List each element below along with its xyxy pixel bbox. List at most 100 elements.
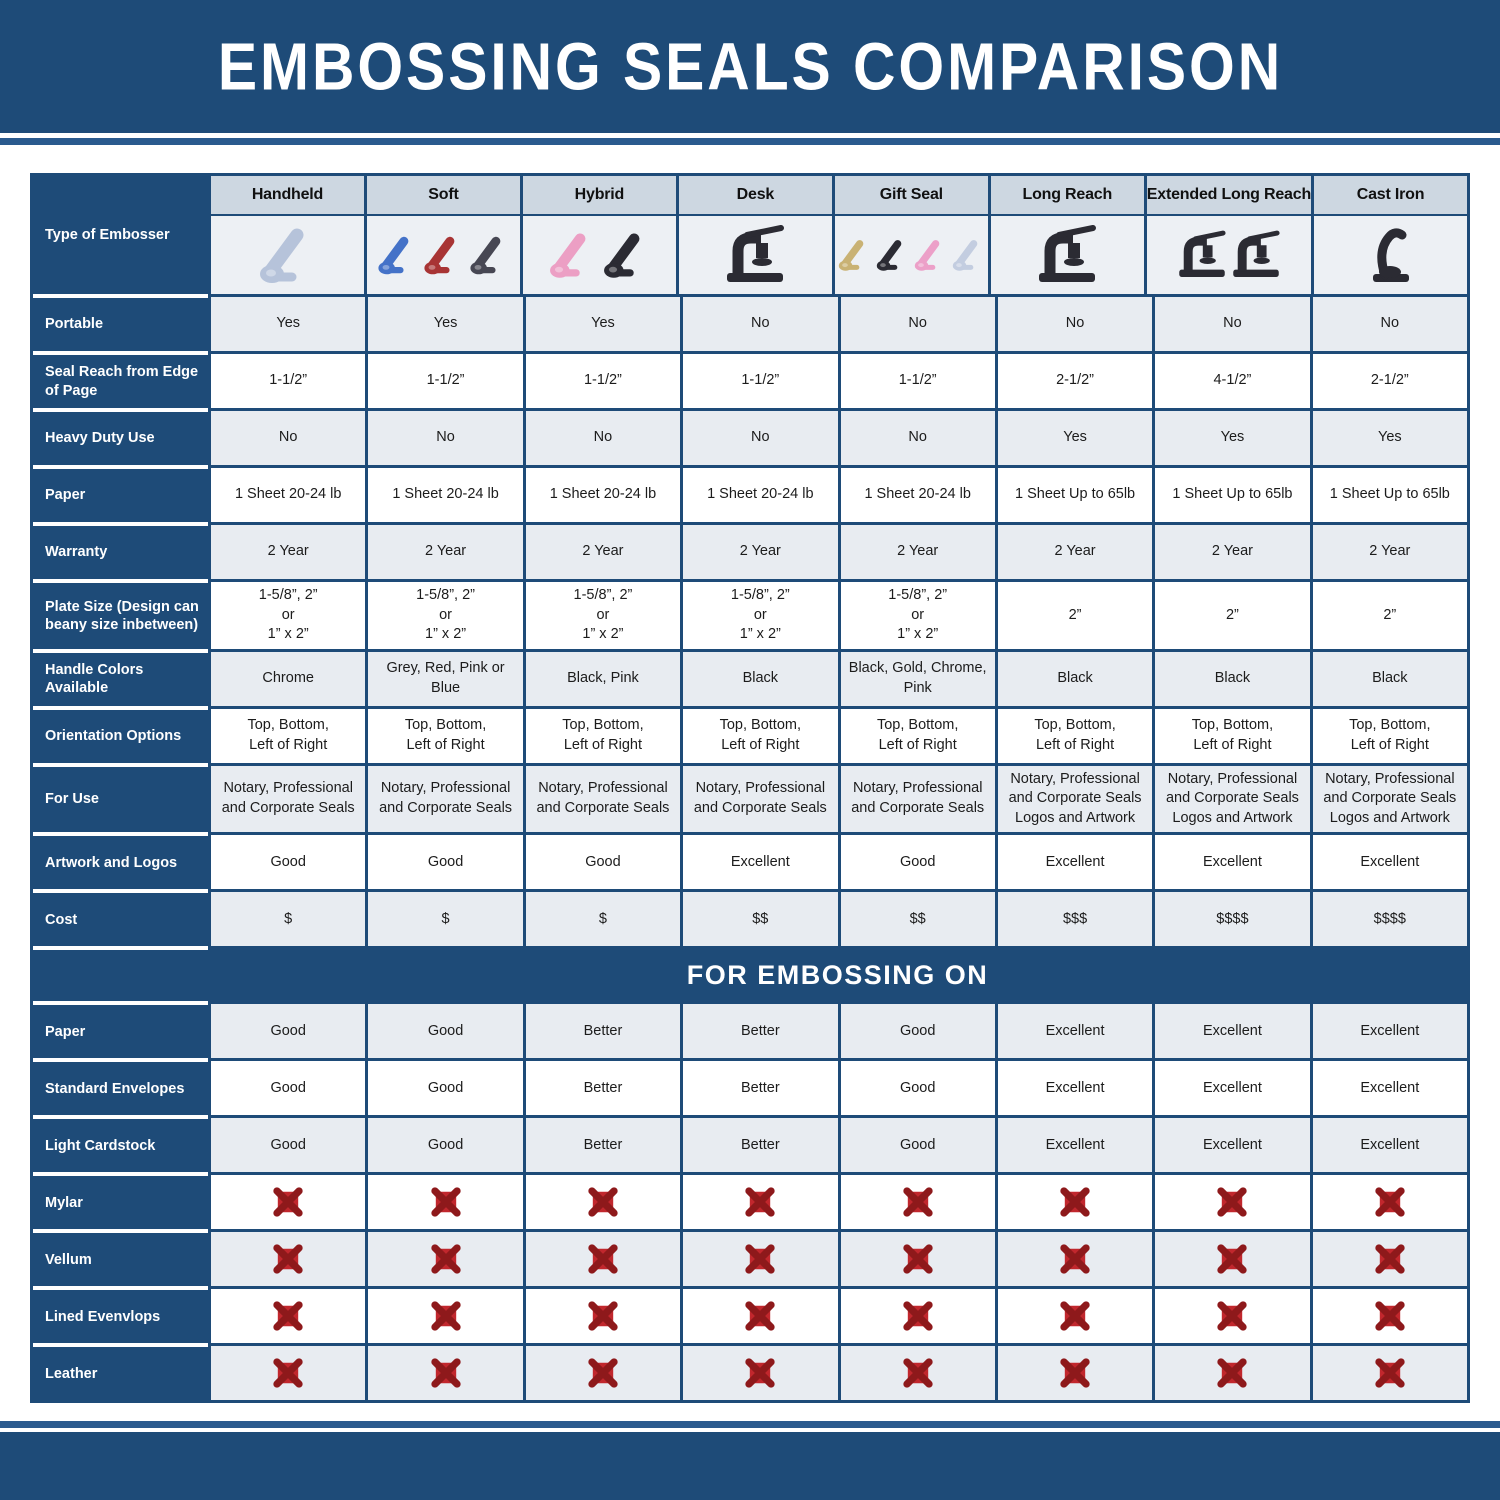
value-cell: No <box>837 294 995 351</box>
value-cell: Notary, Professional and Corporate Seals <box>365 762 523 833</box>
value-cell: Good <box>208 1001 366 1059</box>
value-cell: Top, Bottom, Left of Right <box>680 705 838 763</box>
clamp-embosser-image <box>874 237 910 273</box>
value-cell <box>994 1286 1153 1344</box>
row-label: Heavy Duty Use <box>33 408 208 465</box>
table-row: Vellum <box>33 1229 1467 1287</box>
value-cell: Notary, Professional and Corporate Seals <box>837 762 995 833</box>
red-x-icon <box>1058 1356 1092 1390</box>
clamp-embosser-image <box>912 237 948 273</box>
value-cell: $$$ <box>994 889 1153 947</box>
value-cell: Good <box>208 1115 366 1173</box>
value-cell: Good <box>365 1058 523 1116</box>
value-cell: 2 Year <box>522 522 681 579</box>
value-cell <box>837 1229 995 1287</box>
embosser-image-cell <box>208 216 364 294</box>
value-cell: 2 Year <box>1152 522 1310 579</box>
value-cell: 1 Sheet Up to 65lb <box>1309 465 1467 522</box>
press-embosser-image <box>1176 229 1228 281</box>
table-row: Artwork and Logos Good Good Good Excellent Go… <box>33 832 1467 890</box>
value-cell <box>365 1286 523 1344</box>
value-cell: 1-1/2” <box>208 351 366 408</box>
value-cell: 1-5/8”, 2” or 1” x 2” <box>837 579 995 649</box>
red-x-icon <box>429 1242 463 1276</box>
value-cell: Better <box>522 1001 681 1059</box>
value-cell: 1 Sheet 20-24 lb <box>522 465 681 522</box>
red-x-icon <box>586 1185 620 1219</box>
value-cell: Excellent <box>1152 1001 1310 1059</box>
value-cell <box>1152 1286 1310 1344</box>
row-label: Paper <box>33 465 208 522</box>
value-cell: Black, Pink <box>522 648 681 706</box>
embosser-image-cell <box>831 216 988 294</box>
value-cell: Top, Bottom, Left of Right <box>365 705 523 763</box>
value-cell: Excellent <box>994 1058 1153 1116</box>
table-row: Mylar <box>33 1172 1467 1230</box>
value-cell: Good <box>365 1001 523 1059</box>
value-cell <box>365 1343 523 1401</box>
value-cell: $ <box>365 889 523 947</box>
red-x-icon <box>1373 1242 1407 1276</box>
value-cell: Black <box>994 648 1153 706</box>
red-x-icon <box>743 1299 777 1333</box>
value-cell: Better <box>680 1058 838 1116</box>
clamp-embosser-image <box>421 233 465 277</box>
red-x-icon <box>271 1242 305 1276</box>
value-cell: No <box>1309 294 1467 351</box>
title-band: EMBOSSING SEALS COMPARISON <box>0 0 1500 133</box>
value-cell: 1 Sheet Up to 65lb <box>994 465 1153 522</box>
embosser-image-cell <box>1311 216 1467 294</box>
value-cell: Excellent <box>994 1001 1153 1059</box>
press-embosser-image <box>723 223 787 287</box>
embosser-image-cell <box>519 216 676 294</box>
value-cell: 1 Sheet Up to 65lb <box>1152 465 1310 522</box>
red-x-icon <box>1058 1242 1092 1276</box>
column-header-cast-iron: Cast Iron <box>1311 176 1467 216</box>
value-cell <box>837 1343 995 1401</box>
value-cell: Top, Bottom, Left of Right <box>994 705 1153 763</box>
value-cell: 1-1/2” <box>837 351 995 408</box>
table-row: Cost $ $ $ $$ $$ $$$ $$$$ $$$$ <box>33 889 1467 947</box>
value-cell: Black, Gold, Chrome, Pink <box>837 648 995 706</box>
value-cell <box>680 1172 838 1230</box>
value-cell: 1-5/8”, 2” or 1” x 2” <box>680 579 838 649</box>
embosser-image-cell <box>987 216 1144 294</box>
value-cell: 2 Year <box>1309 522 1467 579</box>
value-cell: 1-5/8”, 2” or 1” x 2” <box>365 579 523 649</box>
red-x-icon <box>1215 1356 1249 1390</box>
row-label: Seal Reach from Edge of Page <box>33 351 208 408</box>
value-cell: No <box>680 294 838 351</box>
value-cell <box>837 1286 995 1344</box>
clamp-embosser-image <box>255 223 319 287</box>
value-cell: Good <box>208 832 366 890</box>
value-cell <box>522 1229 681 1287</box>
value-cell <box>365 1229 523 1287</box>
column-header-desk: Desk <box>675 176 832 216</box>
embossing-rows: Paper Good Good Better Better Good Excellent Ex… <box>33 1001 1467 1401</box>
value-cell: Top, Bottom, Left of Right <box>837 705 995 763</box>
value-cell <box>208 1286 366 1344</box>
clamp-embosser-image <box>467 233 511 277</box>
value-cell: Better <box>522 1058 681 1116</box>
value-cell: 2 Year <box>208 522 366 579</box>
table-row: Seal Reach from Edge of Page 1-1/2” 1-1/2”… <box>33 351 1467 408</box>
value-cell: Yes <box>1152 408 1310 465</box>
red-x-icon <box>1373 1299 1407 1333</box>
value-cell <box>522 1343 681 1401</box>
value-cell <box>208 1229 366 1287</box>
value-cell: Better <box>680 1115 838 1173</box>
value-cell <box>365 1172 523 1230</box>
value-cell: Excellent <box>1152 832 1310 890</box>
value-cell <box>1152 1172 1310 1230</box>
value-cell <box>837 1172 995 1230</box>
row-label: Leather <box>33 1343 208 1401</box>
value-cell: No <box>522 408 681 465</box>
value-cell: $ <box>208 889 366 947</box>
row-label: Portable <box>33 294 208 351</box>
value-cell: 1 Sheet 20-24 lb <box>680 465 838 522</box>
table-row: Warranty 2 Year 2 Year 2 Year 2 Year 2 Year 2 … <box>33 522 1467 579</box>
value-cell: Good <box>837 1115 995 1173</box>
value-cell: No <box>208 408 366 465</box>
table-row: Light Cardstock Good Good Better Better Good E… <box>33 1115 1467 1173</box>
column-header-long-reach: Long Reach <box>987 176 1144 216</box>
